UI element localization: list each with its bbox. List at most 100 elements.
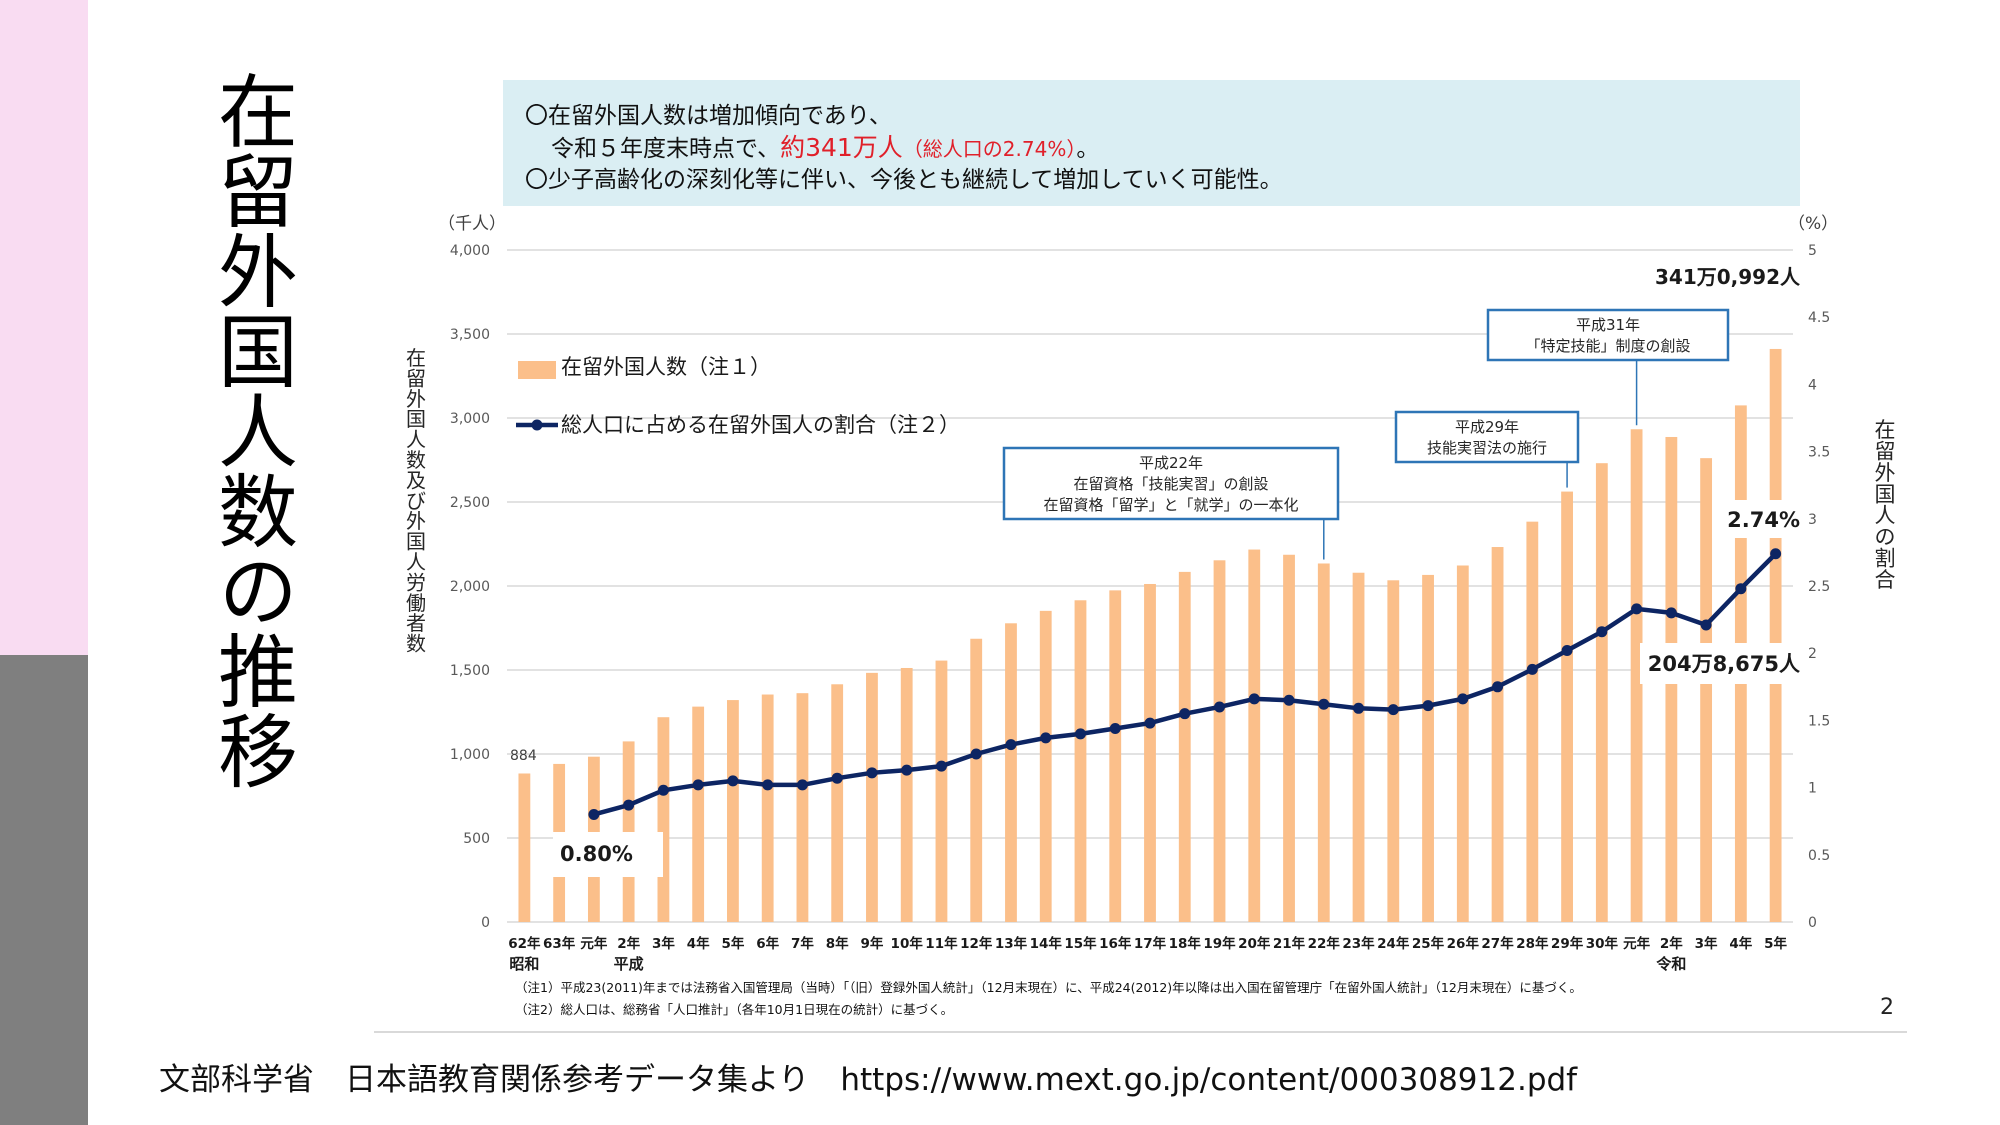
workers-label: 204万8,675人	[1648, 652, 1800, 676]
left-axis-tick-label: 4,000	[450, 243, 490, 259]
summary-line-1: 〇在留外国人数は増加傾向であり、	[525, 103, 892, 129]
annotation-box	[1002, 446, 1340, 521]
x-tick-label: 2年	[617, 935, 640, 952]
bar-15年	[1074, 600, 1087, 922]
ratio-point-6年	[762, 779, 774, 791]
summary-line-2-prefix: 令和５年度末時点で、	[551, 136, 781, 162]
x-tick-label: 11年	[925, 935, 958, 952]
x-tick-label: 21年	[1273, 935, 1306, 952]
x-tick-label: 12年	[960, 935, 993, 952]
legend-line-marker	[531, 419, 543, 431]
bar-21年	[1283, 554, 1295, 922]
ratio-point-26年	[1457, 693, 1469, 705]
first-pct-label: 0.80%	[560, 842, 633, 866]
x-tick-label: 25年	[1412, 935, 1445, 952]
right-axis-tick-label: 3	[1808, 512, 1817, 528]
ratio-point-11年	[935, 760, 947, 772]
footnote-1: （注1）平成23(2011)年までは法務省入国管理局（当時）「（旧）登録外国人統…	[515, 980, 1582, 995]
right-axis-tick-label: 4	[1808, 377, 1817, 393]
ratio-point-17年	[1144, 717, 1156, 729]
x-tick-label: 10年	[891, 935, 924, 952]
bar-14年	[1039, 610, 1052, 922]
left-axis-unit: （千人）	[438, 214, 506, 234]
x-tick-label: 63年	[543, 935, 576, 952]
ratio-point-元年	[588, 808, 600, 820]
x-tick-label: 5年	[1764, 935, 1787, 952]
ratio-point-16年	[1109, 722, 1121, 734]
annotation-text: 平成22年	[1139, 454, 1203, 472]
x-tick-label: 元年	[1623, 935, 1651, 952]
bar-11年	[935, 660, 948, 922]
bar-28年	[1526, 521, 1539, 922]
workers-label-bg	[1640, 643, 1804, 684]
ratio-point-7年	[796, 779, 808, 791]
x-tick-label: 20年	[1238, 935, 1271, 952]
left-axis-title: 在留外国人数及び外国人労働者数	[406, 346, 426, 656]
x-tick-label: 15年	[1064, 935, 1097, 952]
x-tick-label: 9年	[860, 935, 883, 952]
x-tick-label: 2年	[1660, 935, 1683, 952]
last-total-label: 341万0,992人	[1655, 265, 1801, 289]
summary-highlight-total: 約341万人	[780, 133, 903, 162]
page-number: 2	[1880, 995, 1894, 1020]
ratio-point-14年	[1040, 732, 1052, 744]
right-axis-tick-label: 0	[1808, 915, 1817, 931]
right-axis-tick-label: 3.5	[1808, 445, 1830, 461]
bar-10年	[900, 667, 913, 922]
left-axis-tick-label: 0	[481, 915, 490, 931]
x-tick-label: 3年	[1695, 935, 1718, 952]
ratio-point-24年	[1387, 704, 1399, 716]
right-axis-tick-label: 1.5	[1808, 713, 1830, 729]
x-tick-label: 3年	[652, 935, 675, 952]
era-label: 平成	[614, 955, 644, 973]
footnote-2: （注2）総人口は、総務省「人口推計」（各年10月1日現在の統計）に基づく。	[515, 1002, 954, 1017]
left-axis-tick-label: 2,000	[450, 579, 490, 595]
left-axis-tick-label: 3,500	[450, 327, 490, 343]
annotation-box	[1486, 308, 1730, 362]
annotation-text: 在留資格「技能実習」の創設	[1073, 475, 1268, 493]
right-axis-tick-label: 1	[1808, 781, 1817, 797]
x-tick-label: 29年	[1551, 935, 1584, 952]
ratio-point-2年	[1665, 607, 1677, 619]
ratio-point-25年	[1422, 700, 1434, 712]
ratio-point-5年	[727, 775, 739, 787]
sidebar-accent-top	[0, 0, 88, 655]
right-axis-tick-label: 2	[1808, 646, 1817, 662]
ratio-point-3年	[1700, 619, 1712, 631]
ratio-point-29年	[1561, 645, 1573, 657]
bar-23年	[1352, 572, 1365, 922]
annotation-text: 「特定技能」制度の創設	[1525, 337, 1690, 355]
x-tick-label: 16年	[1099, 935, 1132, 952]
ratio-point-8年	[831, 772, 843, 784]
x-tick-label: 元年	[580, 935, 607, 952]
x-tick-label: 30年	[1586, 935, 1619, 952]
bar-17年	[1144, 583, 1156, 922]
legend-bar-swatch	[518, 361, 556, 379]
bar-12年	[970, 638, 983, 922]
x-tick-label: 4年	[1729, 935, 1752, 952]
x-tick-label: 24年	[1377, 935, 1410, 952]
x-tick-label: 13年	[995, 935, 1028, 952]
left-axis-tick-label: 2,500	[450, 495, 490, 511]
annotation-text: 技能実習法の施行	[1427, 439, 1547, 457]
ratio-point-元年	[1631, 603, 1643, 615]
last-pct-label: 2.74%	[1727, 508, 1800, 532]
first-bar-label: 884	[510, 748, 537, 764]
bar-元年	[1630, 429, 1643, 922]
ratio-point-18年	[1179, 708, 1191, 720]
x-tick-label: 5年	[721, 935, 744, 952]
left-axis-tick-label: 1,000	[450, 747, 490, 763]
ratio-point-30年	[1596, 626, 1608, 638]
ratio-point-15年	[1074, 728, 1086, 740]
ratio-point-22年	[1318, 698, 1330, 710]
ratio-point-2年	[623, 799, 635, 811]
ratio-point-4年	[692, 779, 704, 791]
ratio-point-12年	[970, 748, 982, 760]
x-tick-label: 17年	[1134, 935, 1167, 952]
ratio-point-4年	[1735, 583, 1747, 595]
right-axis-tick-label: 2.5	[1808, 579, 1830, 595]
x-tick-label: 18年	[1169, 935, 1202, 952]
bar-26年	[1456, 565, 1469, 922]
ratio-point-20年	[1248, 693, 1260, 705]
ratio-point-9年	[866, 767, 878, 779]
